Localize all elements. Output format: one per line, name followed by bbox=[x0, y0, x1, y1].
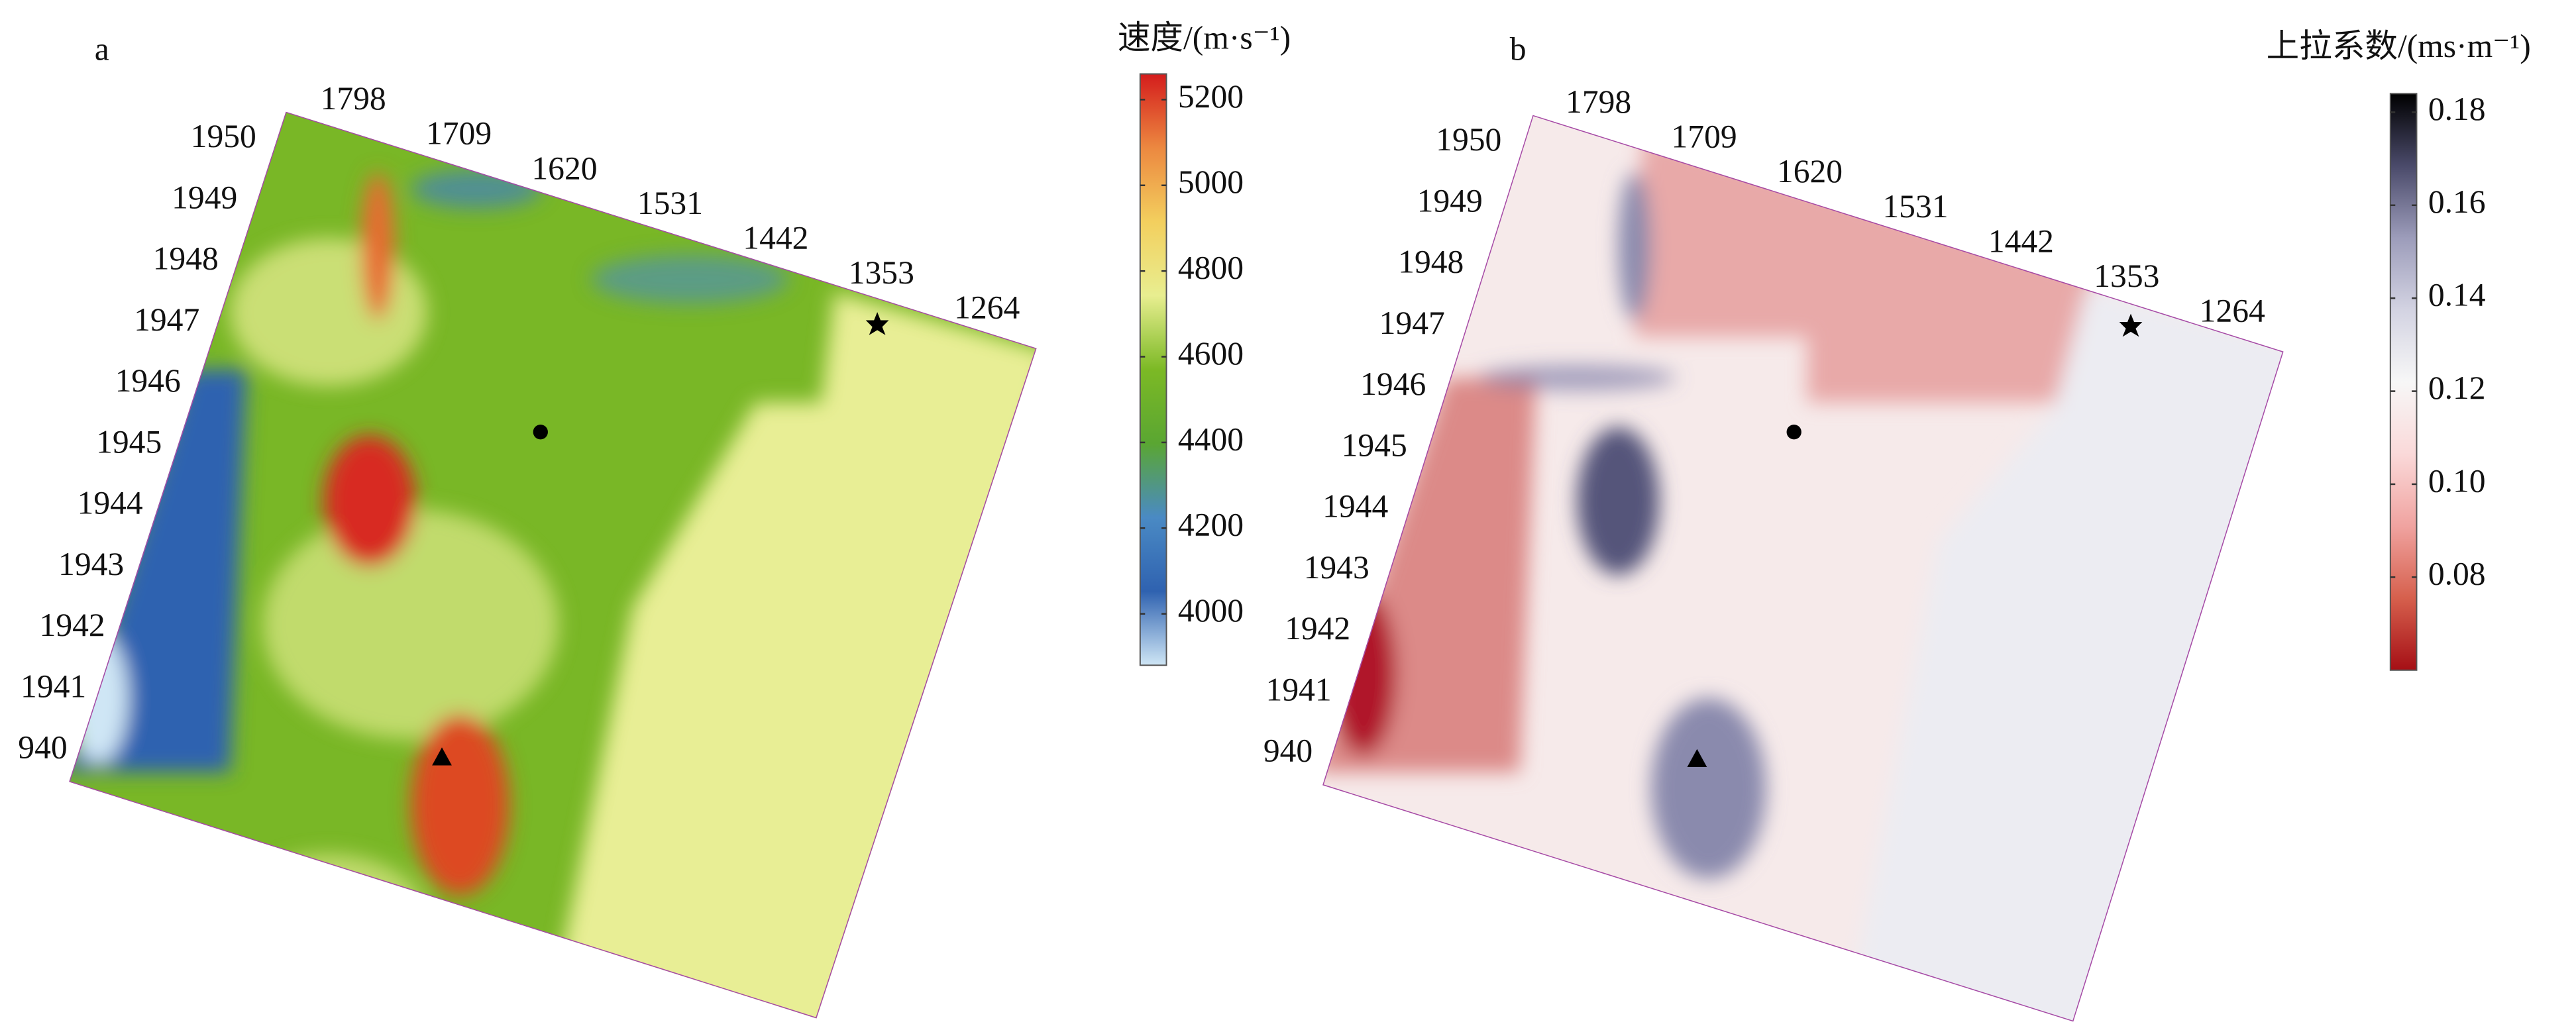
left-edge-label: 1944 bbox=[1322, 488, 1388, 525]
top-edge-label: 1531 bbox=[637, 185, 703, 221]
left-edge-label: 1949 bbox=[172, 179, 237, 215]
top-edge-label: 1620 bbox=[1777, 153, 1843, 189]
colorbar-title: 上拉系数/(ms·m⁻¹) bbox=[2267, 28, 2531, 64]
colorbar-tick-label: 4400 bbox=[1178, 421, 1244, 457]
left-edge-label: 1947 bbox=[134, 301, 199, 338]
top-edge-label: 1442 bbox=[1988, 223, 2054, 259]
left-edge-label: 940 bbox=[1263, 733, 1313, 769]
colorbar-title: 速度/(m·s⁻¹) bbox=[1118, 19, 1291, 56]
colorbar-tick-label: 0.14 bbox=[2428, 277, 2486, 313]
panel-label: a bbox=[95, 31, 109, 68]
markers bbox=[432, 312, 2143, 768]
top-edge-label: 1709 bbox=[1672, 119, 1737, 155]
colorbar-tick-label: 0.08 bbox=[2428, 556, 2486, 592]
colorbar-tick-label: 5000 bbox=[1178, 164, 1244, 200]
left-edge-label: 1945 bbox=[1342, 427, 1407, 463]
colorbar-tick-label: 4800 bbox=[1178, 250, 1244, 286]
left-edge-label: 1948 bbox=[153, 240, 219, 277]
top-edge-label: 1353 bbox=[2094, 258, 2159, 294]
colorbar bbox=[2389, 93, 2418, 671]
colorbar bbox=[1139, 73, 1167, 666]
colorbar-tick-label: 0.16 bbox=[2428, 183, 2486, 220]
top-edge-label: 1531 bbox=[1882, 188, 1948, 225]
colorbar-tick-label: 4200 bbox=[1178, 507, 1244, 543]
left-edge-label: 1947 bbox=[1379, 305, 1445, 341]
heatmap-a bbox=[69, 111, 1037, 1019]
colorbar-tick-label: 0.10 bbox=[2428, 462, 2486, 499]
left-edge-label: 1943 bbox=[1304, 549, 1369, 586]
left-edge-label: 1941 bbox=[1266, 671, 1332, 707]
top-edge-label: 1353 bbox=[849, 254, 914, 291]
top-edge-label: 1264 bbox=[954, 289, 1020, 326]
left-edge-label: 1942 bbox=[1285, 610, 1350, 646]
colorbar-tick-label: 0.12 bbox=[2428, 370, 2486, 406]
left-edge-label: 1948 bbox=[1398, 244, 1464, 280]
top-edge-label: 1442 bbox=[743, 219, 808, 256]
left-edge-label: 1950 bbox=[191, 118, 256, 154]
colorbar-tick-label: 4000 bbox=[1178, 592, 1244, 629]
top-edge-label: 1620 bbox=[531, 150, 597, 186]
left-edge-label: 1950 bbox=[1436, 121, 1501, 158]
left-edge-label: 1946 bbox=[1360, 366, 1426, 402]
left-edge-label: 1946 bbox=[115, 362, 181, 399]
left-edge-label: 940 bbox=[18, 729, 67, 766]
colorbar-tick-label: 4600 bbox=[1178, 335, 1244, 372]
top-edge-label: 1798 bbox=[1566, 83, 1631, 120]
left-edge-label: 1941 bbox=[21, 668, 86, 704]
panel-label: b bbox=[1510, 31, 1527, 68]
heatmap-b bbox=[1322, 115, 2284, 1022]
colorbar-tick-label: 0.18 bbox=[2428, 91, 2486, 127]
left-edge-label: 1945 bbox=[96, 423, 162, 460]
colorbar-tick-label: 5200 bbox=[1178, 78, 1244, 115]
top-edge-label: 1709 bbox=[426, 115, 492, 152]
left-edge-label: 1942 bbox=[40, 607, 105, 643]
left-edge-label: 1944 bbox=[78, 485, 143, 521]
left-edge-label: 1949 bbox=[1417, 182, 1483, 219]
top-edge-label: 1798 bbox=[321, 80, 386, 117]
left-edge-label: 1943 bbox=[58, 546, 124, 582]
top-edge-label: 1264 bbox=[2200, 293, 2265, 329]
